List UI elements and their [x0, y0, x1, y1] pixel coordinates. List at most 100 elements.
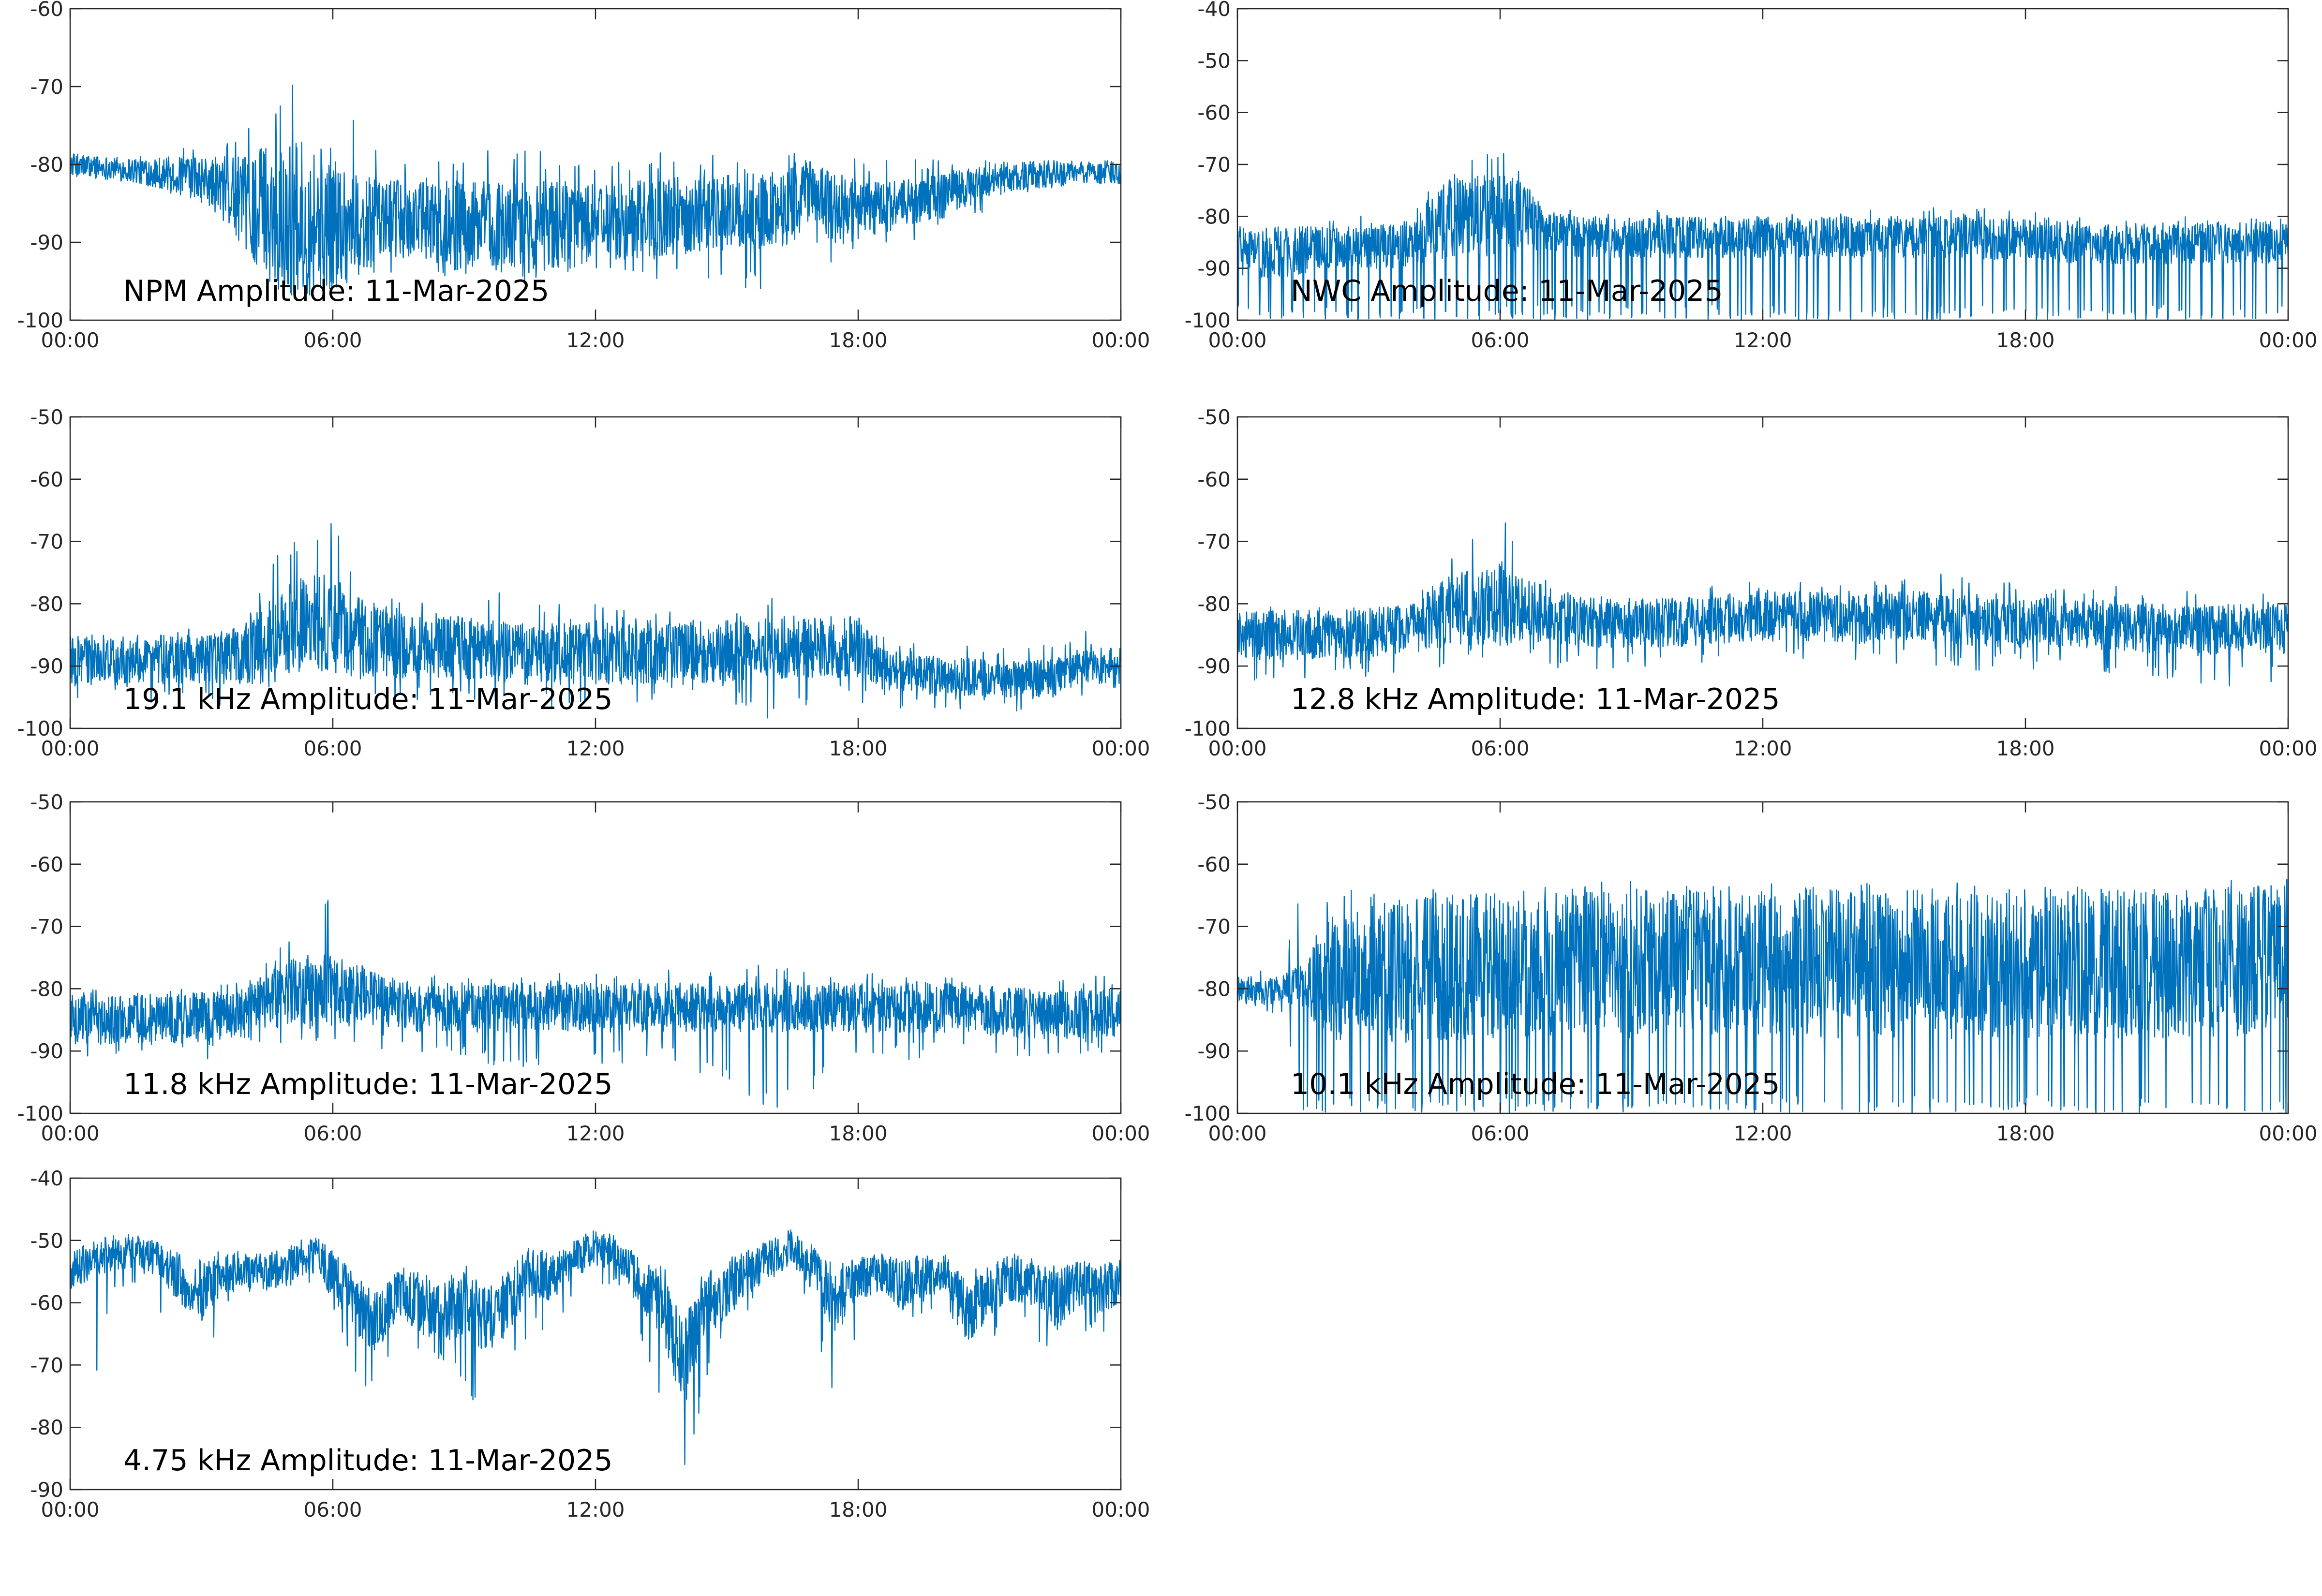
y-tick-label: -100 — [1185, 717, 1231, 740]
x-tick-label: 12:00 — [566, 328, 625, 352]
y-tick-label: -50 — [30, 1229, 63, 1253]
y-tick-label: -80 — [30, 1416, 63, 1439]
x-tick-label: 06:00 — [1471, 1122, 1529, 1145]
y-tick-label: -90 — [30, 1478, 63, 1502]
series-line — [1237, 522, 2288, 687]
chart-title: 19.1 kHz Amplitude: 11-Mar-2025 — [123, 682, 613, 716]
y-tick-label: -70 — [1197, 153, 1231, 177]
y-tick-label: -80 — [30, 977, 63, 1001]
chart-title: NWC Amplitude: 11-Mar-2025 — [1291, 274, 1723, 308]
chart-title: 4.75 kHz Amplitude: 11-Mar-2025 — [123, 1444, 613, 1478]
chart-title: 12.8 kHz Amplitude: 11-Mar-2025 — [1291, 682, 1780, 716]
chart-title: NPM Amplitude: 11-Mar-2025 — [123, 274, 549, 308]
x-tick-label: 06:00 — [303, 328, 362, 352]
y-tick-label: -50 — [30, 790, 63, 814]
series-line — [70, 1229, 1121, 1465]
y-tick-label: -90 — [1197, 257, 1231, 281]
y-tick-label: -60 — [30, 0, 63, 21]
x-tick-label: 00:00 — [1208, 328, 1266, 352]
x-tick-label: 12:00 — [566, 1498, 625, 1522]
y-tick-label: -60 — [30, 853, 63, 876]
y-tick-label: -80 — [1197, 977, 1231, 1001]
series-line — [1237, 879, 2288, 1113]
y-tick-label: -70 — [30, 530, 63, 554]
y-tick-label: -100 — [1185, 1102, 1231, 1125]
y-tick-label: -50 — [1197, 49, 1231, 73]
y-tick-label: -80 — [1197, 205, 1231, 228]
x-tick-label: 00:00 — [1091, 737, 1150, 760]
x-tick-label: 18:00 — [829, 737, 887, 760]
x-tick-label: 18:00 — [829, 328, 887, 352]
x-tick-label: 12:00 — [1733, 1122, 1792, 1145]
y-tick-label: -90 — [30, 231, 63, 254]
y-tick-label: -70 — [30, 915, 63, 939]
x-tick-label: 06:00 — [303, 1498, 362, 1522]
x-tick-label: 00:00 — [41, 328, 99, 352]
y-tick-label: -50 — [30, 405, 63, 429]
x-tick-label: 18:00 — [829, 1498, 887, 1522]
x-tick-label: 06:00 — [1471, 328, 1529, 352]
y-tick-label: -100 — [17, 717, 63, 740]
y-tick-label: -60 — [1197, 853, 1231, 876]
x-tick-label: 18:00 — [829, 1122, 887, 1145]
y-tick-label: -70 — [1197, 915, 1231, 939]
x-tick-label: 00:00 — [41, 737, 99, 760]
x-tick-label: 00:00 — [1091, 1498, 1150, 1522]
x-tick-label: 12:00 — [566, 737, 625, 760]
x-tick-label: 18:00 — [1996, 737, 2054, 760]
y-tick-label: -40 — [30, 1167, 63, 1190]
y-tick-label: -80 — [1197, 592, 1231, 616]
series-line — [70, 523, 1121, 719]
y-tick-label: -70 — [1197, 530, 1231, 554]
chart-title: 10.1 kHz Amplitude: 11-Mar-2025 — [1291, 1067, 1780, 1101]
y-tick-label: -100 — [17, 309, 63, 332]
x-tick-label: 00:00 — [1208, 1122, 1266, 1145]
y-tick-label: -80 — [30, 592, 63, 616]
x-tick-label: 00:00 — [2259, 328, 2317, 352]
y-tick-label: -100 — [1185, 309, 1231, 332]
y-tick-label: -80 — [30, 153, 63, 177]
x-tick-label: 00:00 — [1091, 328, 1150, 352]
y-tick-label: -100 — [17, 1102, 63, 1125]
y-tick-label: -50 — [1197, 405, 1231, 429]
x-tick-label: 12:00 — [1733, 737, 1792, 760]
y-tick-label: -90 — [1197, 1039, 1231, 1063]
x-tick-label: 12:00 — [566, 1122, 625, 1145]
x-tick-label: 06:00 — [303, 737, 362, 760]
x-tick-label: 00:00 — [2259, 737, 2317, 760]
y-tick-label: -70 — [30, 75, 63, 99]
y-tick-label: -50 — [1197, 790, 1231, 814]
y-tick-label: -40 — [1197, 0, 1231, 21]
series-line — [70, 900, 1121, 1108]
x-tick-label: 18:00 — [1996, 328, 2054, 352]
x-tick-label: 06:00 — [303, 1122, 362, 1145]
x-tick-label: 00:00 — [1091, 1122, 1150, 1145]
x-tick-label: 00:00 — [2259, 1122, 2317, 1145]
y-tick-label: -60 — [30, 1291, 63, 1315]
y-tick-label: -90 — [30, 654, 63, 678]
x-tick-label: 18:00 — [1996, 1122, 2054, 1145]
x-tick-label: 00:00 — [41, 1122, 99, 1145]
x-tick-label: 00:00 — [41, 1498, 99, 1522]
y-tick-label: -70 — [30, 1353, 63, 1377]
x-tick-label: 06:00 — [1471, 737, 1529, 760]
x-tick-label: 00:00 — [1208, 737, 1266, 760]
y-tick-label: -60 — [1197, 101, 1231, 125]
y-tick-label: -60 — [1197, 468, 1231, 491]
y-tick-label: -90 — [30, 1039, 63, 1063]
y-tick-label: -60 — [30, 468, 63, 491]
x-tick-label: 12:00 — [1733, 328, 1792, 352]
y-tick-label: -90 — [1197, 654, 1231, 678]
series-line — [70, 85, 1121, 296]
chart-title: 11.8 kHz Amplitude: 11-Mar-2025 — [123, 1067, 613, 1101]
